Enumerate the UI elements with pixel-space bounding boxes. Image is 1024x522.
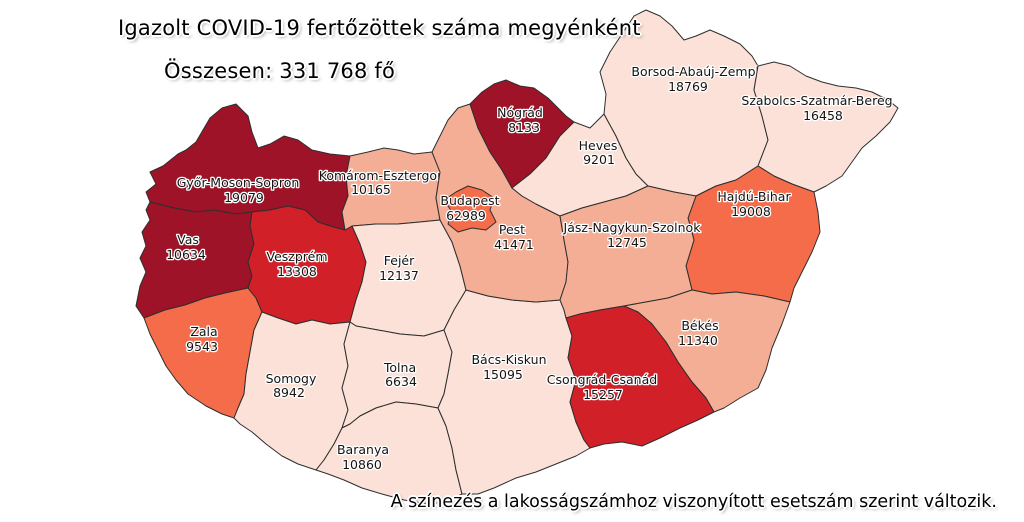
county-value: 16458 [803, 108, 843, 123]
county-value: 10165 [351, 182, 391, 197]
county-komarom-esztergom: Komárom-Esztergom 10165 [317, 147, 451, 231]
county-value: 62989 [446, 208, 486, 223]
county-label: Baranya [337, 442, 389, 457]
county-label: Tolna [383, 360, 416, 375]
county-value: 13308 [277, 264, 317, 279]
total-count-label: Összesen: 331 768 fő [164, 59, 396, 83]
county-value: 15257 [583, 387, 623, 402]
county-shape [753, 61, 899, 193]
county-value: 9201 [583, 152, 615, 167]
county-label: Komárom-Esztergom [319, 168, 450, 183]
county-value: 19008 [731, 204, 771, 219]
county-csongrad-csanad: Csongrád-Csanád 15257 [545, 305, 715, 449]
county-value: 10860 [342, 457, 382, 472]
county-budapest: Budapest 62989 [439, 185, 501, 233]
county-heves: Heves 9201 [511, 113, 649, 217]
county-value: 41471 [494, 237, 534, 252]
county-value: 8942 [273, 385, 305, 400]
county-value: 9543 [186, 339, 218, 354]
county-label: Szabolcs-Szatmár-Bereg [741, 93, 892, 108]
county-value: 12745 [607, 235, 647, 250]
county-value: 15095 [483, 367, 523, 382]
county-shape [565, 305, 715, 449]
county-label: Zala [190, 324, 217, 339]
county-value: 12137 [379, 268, 419, 283]
county-label: Hajdú-Bihar [717, 189, 791, 204]
county-nograd: Nógrád 8133 [469, 79, 575, 189]
county-label: Veszprém [266, 249, 327, 264]
color-scale-footnote: A színezés a lakosságszámhoz viszonyítot… [390, 492, 997, 512]
county-value: 6634 [385, 374, 417, 389]
county-value: 8133 [508, 120, 540, 135]
page-title: Igazolt COVID-19 fertőzöttek száma megyé… [118, 16, 641, 40]
county-borsod-abauj-zemplen: Borsod-Abaúj-Zemplén 18769 [599, 9, 776, 197]
county-label: Borsod-Abaúj-Zemplén [631, 64, 774, 79]
county-baranya: Baranya 10860 [315, 401, 463, 505]
county-value: 19079 [224, 190, 264, 205]
county-label: Bács-Kiskun [471, 352, 546, 367]
county-value: 11340 [678, 333, 718, 348]
county-label: Vas [177, 232, 199, 247]
county-vas: Vas 10634 [135, 201, 255, 319]
county-shape [443, 185, 497, 233]
county-hajdu-bihar: Hajdú-Bihar 19008 [685, 165, 821, 303]
county-label: Budapest [440, 193, 499, 208]
county-label: Pest [499, 222, 525, 237]
county-label: Heves [579, 138, 618, 153]
county-label: Fejér [384, 253, 415, 268]
county-jasz-nagykun-szolnok: Jász-Nagykun-Szolnok 12745 [559, 185, 703, 319]
county-value: 18769 [668, 79, 708, 94]
county-label: Somogy [266, 371, 317, 386]
county-zala: Zala 9543 [143, 287, 263, 419]
county-szabolcs-szatmar-bereg: Szabolcs-Szatmár-Bereg 16458 [740, 61, 899, 193]
county-label: Nógrád [497, 105, 543, 120]
county-label: Csongrád-Csanád [547, 372, 657, 387]
county-shape [469, 79, 575, 189]
county-veszprem: Veszprém 13308 [247, 205, 367, 325]
county-label: Békés [681, 318, 718, 333]
county-value: 10634 [166, 247, 206, 262]
county-label: Jász-Nagykun-Szolnok [563, 220, 702, 235]
county-label: Győr-Moson-Sopron [177, 175, 300, 190]
county-tolna: Tolna 6634 [341, 321, 453, 429]
county-fejer: Fejér 12137 [349, 219, 467, 337]
county-gyor-moson-sopron: Győr-Moson-Sopron 19079 [145, 103, 351, 231]
county-bacs-kiskun: Bács-Kiskun 15095 [437, 289, 591, 495]
